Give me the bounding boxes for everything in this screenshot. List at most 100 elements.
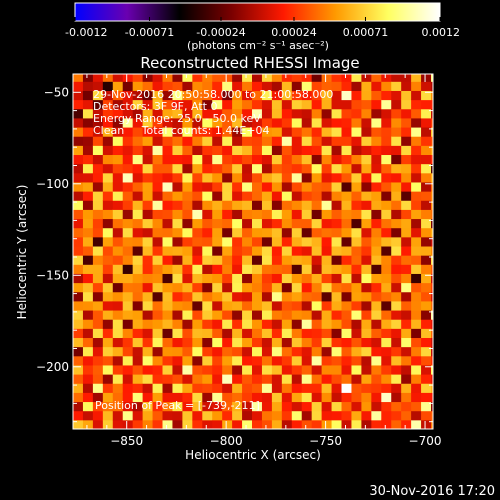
heatmap-cell	[381, 328, 392, 339]
heatmap-cell	[371, 282, 382, 293]
colorbar-tick-label: 0.0012	[422, 26, 461, 39]
heatmap-cell	[222, 99, 233, 110]
heatmap-cell	[192, 310, 203, 320]
heatmap-cell	[112, 108, 124, 119]
heatmap-cell	[82, 319, 94, 329]
heatmap-cell	[152, 419, 164, 429]
heatmap-cell	[271, 419, 283, 429]
heatmap-cell	[341, 328, 352, 339]
heatmap-cell	[102, 81, 114, 91]
heatmap-cell	[122, 209, 134, 220]
heatmap-cell	[331, 172, 343, 183]
heatmap-cell	[431, 246, 433, 256]
heatmap-cell	[331, 291, 343, 302]
heatmap-area: −850 −800 −750 −700 −200 −150 −100 −50	[36, 73, 442, 448]
heatmap-cell	[102, 74, 114, 82]
heatmap-cell	[401, 346, 412, 357]
heatmap-cell	[172, 136, 183, 146]
heatmap-cell	[222, 246, 233, 256]
heatmap-cell	[202, 383, 213, 393]
heatmap-cell	[321, 218, 333, 229]
heatmap-cell	[192, 74, 203, 82]
heatmap-cell	[82, 255, 94, 265]
heatmap-cell	[122, 273, 134, 284]
heatmap-cell	[112, 319, 124, 329]
heatmap-cell	[371, 419, 382, 429]
heatmap-cell	[341, 300, 352, 311]
heatmap-cell	[242, 419, 253, 429]
heatmap-cell	[381, 99, 392, 110]
heatmap-cell	[321, 154, 333, 165]
heatmap-cell	[132, 319, 144, 329]
heatmap-cell	[252, 410, 263, 421]
heatmap-cell	[301, 209, 313, 220]
heatmap-cell	[401, 392, 412, 403]
heatmap-cell	[411, 74, 422, 82]
heatmap-cell	[361, 209, 372, 220]
heatmap-cell	[152, 374, 164, 384]
heatmap-cell	[172, 291, 183, 302]
heatmap-cell	[172, 191, 183, 201]
heatmap-cell	[222, 401, 233, 412]
heatmap-cell	[291, 99, 303, 110]
heatmap-cell	[132, 300, 144, 311]
heatmap-cell	[252, 227, 263, 238]
heatmap-cell	[172, 300, 183, 311]
heatmap-cell	[102, 282, 114, 293]
heatmap-cell	[431, 163, 433, 174]
heatmap-cell	[152, 218, 164, 229]
x-tick-label: −800	[210, 434, 243, 448]
heatmap-cell	[291, 127, 303, 137]
heatmap-cell	[112, 346, 124, 357]
heatmap-cell	[252, 90, 263, 101]
heatmap-cell	[182, 181, 193, 192]
heatmap-cell	[142, 310, 154, 320]
heatmap-cell	[401, 255, 412, 265]
heatmap-cell	[401, 282, 412, 293]
heatmap-cell	[192, 246, 203, 256]
heatmap-cell	[102, 99, 114, 110]
heatmap-cell	[162, 346, 173, 357]
heatmap-cell	[311, 355, 323, 366]
heatmap-cell	[162, 255, 173, 265]
heatmap-cell	[92, 218, 104, 229]
heatmap-cell	[411, 392, 422, 403]
heatmap-cell	[301, 310, 313, 320]
heatmap-cell	[341, 172, 352, 183]
heatmap-cell	[212, 163, 223, 174]
heatmap-cell	[122, 108, 134, 119]
heatmap-cell	[321, 255, 333, 265]
heatmap-cell	[421, 273, 432, 284]
chart-title: Reconstructed RHESSI Image	[140, 54, 359, 72]
heatmap-cell	[232, 154, 243, 165]
heatmap-cell	[381, 273, 392, 284]
heatmap-cell	[291, 264, 303, 274]
heatmap-cell	[252, 218, 263, 229]
heatmap-cell	[431, 401, 433, 412]
heatmap-cell	[252, 282, 263, 293]
heatmap-cell	[321, 410, 333, 421]
heatmap-cell	[252, 145, 263, 156]
heatmap-cell	[341, 282, 352, 293]
heatmap-cell	[361, 355, 372, 366]
heatmap-cell	[202, 200, 213, 210]
heatmap-cell	[411, 181, 422, 192]
heatmap-cell	[172, 346, 183, 357]
heatmap-cell	[281, 401, 293, 412]
heatmap-cell	[182, 282, 193, 293]
heatmap-cell	[341, 346, 352, 357]
heatmap-cell	[331, 346, 343, 357]
heatmap-cell	[242, 218, 253, 229]
heatmap-cell	[162, 209, 173, 220]
heatmap-cell	[212, 136, 223, 146]
heatmap-cell	[351, 392, 362, 403]
heatmap-cell	[192, 255, 203, 265]
heatmap-cell	[202, 74, 213, 82]
heatmap-cell	[122, 328, 134, 339]
heatmap-cell	[261, 410, 273, 421]
heatmap-cell	[142, 364, 154, 375]
heatmap-cell	[132, 74, 144, 82]
heatmap-cell	[401, 136, 412, 146]
heatmap-cell	[281, 392, 293, 403]
heatmap-cell	[232, 255, 243, 265]
